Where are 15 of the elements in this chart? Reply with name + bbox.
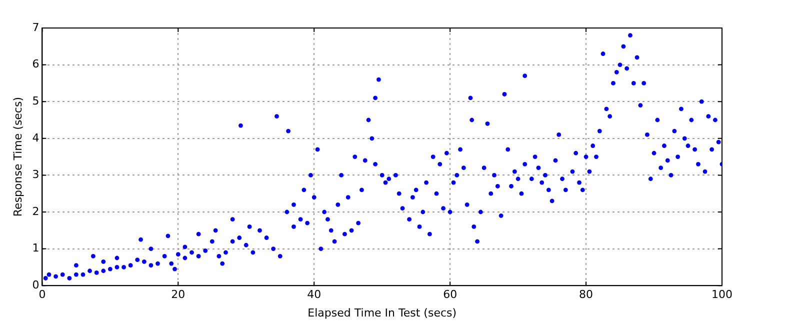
x-axis-title: Elapsed Time In Test (secs) bbox=[308, 306, 457, 320]
x-tick-label: 60 bbox=[443, 288, 458, 302]
y-tick-label: 2 bbox=[32, 204, 40, 218]
x-tick-label: 100 bbox=[712, 288, 732, 302]
y-tick-label: 3 bbox=[32, 168, 40, 182]
x-tick-label: 80 bbox=[579, 288, 594, 302]
y-tick-label: 7 bbox=[32, 20, 40, 34]
y-tick-label: 0 bbox=[32, 278, 40, 292]
x-tick-label: 20 bbox=[171, 288, 186, 302]
y-tick-label: 1 bbox=[32, 242, 40, 255]
y-tick-label: 5 bbox=[32, 94, 40, 108]
y-tick-label: 6 bbox=[32, 58, 40, 71]
y-axis-title: Response Time (secs) bbox=[11, 96, 24, 217]
x-tick-label: 40 bbox=[307, 288, 322, 302]
y-tick-label: 4 bbox=[32, 131, 40, 144]
